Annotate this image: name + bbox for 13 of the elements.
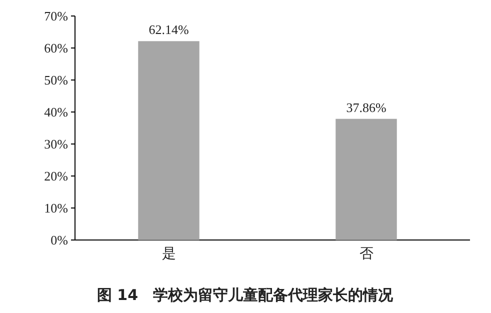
y-tick-label: 20% [44, 168, 68, 184]
y-tick-label: 0% [50, 232, 68, 248]
data-label: 37.86% [346, 100, 386, 115]
y-tick-label: 70% [44, 8, 68, 24]
text: 图 14 学校为留守儿童配备代理家长的情况 [96, 286, 394, 304]
x-tick-label: 否 [359, 247, 374, 262]
y-tick-label: 60% [44, 40, 68, 56]
y-tick-label: 50% [44, 72, 68, 88]
y-tick-label: 10% [44, 200, 68, 216]
x-tick-label: 是 [162, 246, 176, 262]
data-label: 62.14% [148, 22, 189, 38]
y-tick-label: 40% [44, 104, 68, 120]
y-tick-label: 30% [44, 136, 68, 152]
